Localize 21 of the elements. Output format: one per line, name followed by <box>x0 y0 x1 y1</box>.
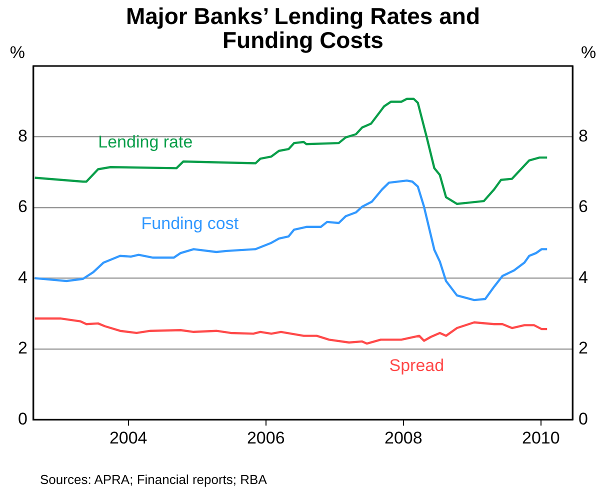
source-note: Sources: APRA; Financial reports; RBA <box>40 472 267 487</box>
y2-tick-label: 8 <box>578 126 588 146</box>
y2-tick-label: 4 <box>578 268 588 287</box>
y-tick-label: 2 <box>18 338 28 358</box>
y2-tick-label: 6 <box>578 197 588 216</box>
x-tick-label: 2006 <box>246 428 285 448</box>
x-tick-label: 2008 <box>384 428 422 448</box>
series-label: Funding cost <box>141 214 239 234</box>
y-tick-label: 6 <box>18 197 28 216</box>
y-tick-label: 8 <box>18 126 28 146</box>
y-tick-label: 0 <box>18 409 28 428</box>
y2-tick-label: 2 <box>578 338 588 358</box>
y2-axis-title: % <box>580 43 596 62</box>
y-axis-title: % <box>10 43 26 62</box>
series-label: Spread <box>389 356 444 375</box>
chart-title: Major Banks’ Lending Rates and Funding Costs <box>124 3 482 53</box>
x-tick-label: 2004 <box>109 428 148 448</box>
y-tick-label: 4 <box>18 268 28 287</box>
y2-tick-label: 0 <box>578 409 588 428</box>
x-tick-label: 2010 <box>522 428 560 448</box>
series-label: Lending rate <box>98 132 193 152</box>
